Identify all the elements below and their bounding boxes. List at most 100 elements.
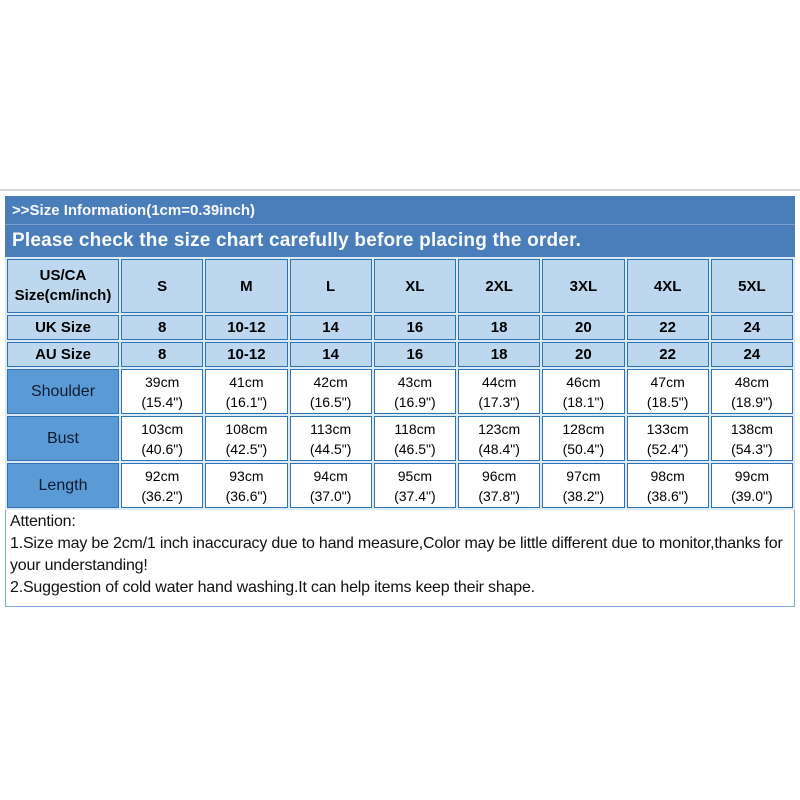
uk-size-cell: 18 [458,315,541,340]
inch-value: (18.1") [562,393,605,410]
shoulder-cell: 43cm (16.9") [373,369,456,414]
inch-value: (42.5") [225,440,268,457]
inch-value: (38.6") [646,487,689,504]
inch-value: (16.5") [309,393,352,410]
cm-value: 98cm [650,467,685,484]
au-size-cell: 18 [458,342,541,367]
uk-size-cell: 14 [289,315,372,340]
cm-value: 46cm [566,373,601,390]
bust-cell: 118cm (46.5") [373,416,456,461]
bust-cell: 133cm (52.4") [626,416,709,461]
size-col-header-l: L [289,259,372,313]
length-cell: 94cm (37.0") [289,463,372,508]
attention-title: Attention: [10,513,76,530]
size-col-header-s: S [121,259,204,313]
inch-value: (18.5") [646,393,689,410]
length-row-label: Length [7,463,119,508]
inch-value: (16.1") [225,393,268,410]
cm-value: 118cm [394,420,436,437]
cm-value: 108cm [225,420,268,437]
inch-value: (17.3") [478,393,520,410]
au-size-cell: 22 [626,342,709,367]
attention-item-2: 2.Suggestion of cold water hand washing.… [10,579,535,596]
cm-value: 48cm [734,373,769,390]
corner-header-cell: US/CA Size(cm/inch) [7,259,119,313]
cm-value: 95cm [397,467,432,484]
length-cell: 99cm (39.0") [710,463,793,508]
cm-value: 103cm [141,420,184,437]
cm-value: 123cm [478,420,521,437]
au-size-cell: 24 [710,342,793,367]
size-col-header-5xl: 5XL [710,259,793,313]
cm-value: 96cm [482,467,517,484]
table-header-row: US/CA Size(cm/inch) S M L XL 2XL 3XL 4XL… [7,259,793,313]
attention-section: Attention: 1.Size may be 2cm/1 inch inac… [5,510,795,607]
uk-size-cell: 16 [373,315,456,340]
au-size-cell: 20 [542,342,625,367]
cm-value: 41cm [229,373,264,390]
cm-value: 94cm [313,467,348,484]
inch-value: (37.0") [309,487,352,504]
bust-cell: 103cm (40.6") [121,416,204,461]
inch-value: (48.4") [478,440,520,457]
uk-size-row: UK Size 8 10-12 14 16 18 20 22 24 [7,315,793,340]
au-size-row-label: AU Size [7,342,119,367]
bust-cell: 113cm (44.5") [289,416,372,461]
cm-value: 138cm [730,420,773,437]
inch-value: (36.6") [225,487,268,504]
length-cell: 93cm (36.6") [205,463,288,508]
size-col-header-4xl: 4XL [626,259,709,313]
size-info-sheet: >>Size Information(1cm=0.39inch) Please … [5,196,795,607]
corner-header-line1: US/CA [39,267,87,284]
bust-cell: 138cm (54.3") [710,416,793,461]
inch-value: (18.9") [731,393,773,410]
inch-value: (36.2") [141,487,183,504]
cm-value: 44cm [482,373,517,390]
cm-value: 128cm [562,420,605,437]
cm-value: 47cm [650,373,685,390]
size-chart-notice: Please check the size chart carefully be… [5,225,795,257]
inch-value: (50.4") [562,440,605,457]
uk-size-cell: 10-12 [205,315,288,340]
inch-value: (15.4") [141,393,183,410]
shoulder-cell: 42cm (16.5") [289,369,372,414]
length-cell: 97cm (38.2") [542,463,625,508]
au-size-row: AU Size 8 10-12 14 16 18 20 22 24 [7,342,793,367]
uk-size-cell: 8 [121,315,204,340]
bust-cell: 123cm (48.4") [458,416,541,461]
shoulder-cell: 48cm (18.9") [710,369,793,414]
uk-size-cell: 22 [626,315,709,340]
size-information-title: >>Size Information(1cm=0.39inch) [5,196,795,225]
au-size-cell: 8 [121,342,204,367]
shoulder-row-label: Shoulder [7,369,119,414]
length-cell: 95cm (37.4") [373,463,456,508]
inch-value: (38.2") [562,487,605,504]
cm-value: 42cm [313,373,348,390]
corner-header-line2: Size(cm/inch) [14,287,112,304]
size-col-header-xl: XL [373,259,456,313]
inch-value: (52.4") [646,440,689,457]
shoulder-row: Shoulder 39cm (15.4") 41cm (16.1") 42cm … [7,369,793,414]
inch-value: (39.0") [731,487,773,504]
inch-value: (40.6") [141,440,183,457]
bust-cell: 128cm (50.4") [542,416,625,461]
inch-value: (46.5") [394,440,436,457]
cm-value: 92cm [145,467,180,484]
cm-value: 99cm [734,467,769,484]
cm-value: 43cm [397,373,432,390]
bust-cell: 108cm (42.5") [205,416,288,461]
shoulder-cell: 41cm (16.1") [205,369,288,414]
cm-value: 93cm [229,467,264,484]
cm-value: 97cm [566,467,601,484]
attention-item-1: 1.Size may be 2cm/1 inch inaccuracy due … [10,535,783,574]
size-col-header-3xl: 3XL [542,259,625,313]
bust-row: Bust 103cm (40.6") 108cm (42.5") 113cm (… [7,416,793,461]
uk-size-row-label: UK Size [7,315,119,340]
inch-value: (37.8") [478,487,520,504]
inch-value: (37.4") [394,487,436,504]
length-cell: 98cm (38.6") [626,463,709,508]
size-col-header-m: M [205,259,288,313]
shoulder-cell: 47cm (18.5") [626,369,709,414]
au-size-cell: 10-12 [205,342,288,367]
